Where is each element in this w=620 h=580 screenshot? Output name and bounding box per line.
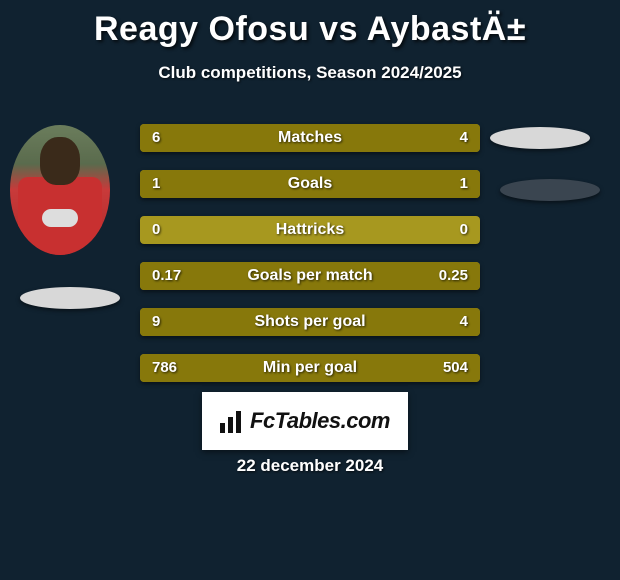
stat-label: Goals per match (140, 262, 480, 290)
stat-row: 94Shots per goal (140, 308, 480, 336)
player-photo-left (10, 125, 110, 255)
club-logo-right-2 (500, 179, 600, 201)
stat-row: 11Goals (140, 170, 480, 198)
stat-row: 64Matches (140, 124, 480, 152)
stat-label: Min per goal (140, 354, 480, 382)
fctables-logo: FcTables.com (220, 408, 390, 434)
club-logo-left (20, 287, 120, 309)
club-logo-right-1 (490, 127, 590, 149)
page-title: Reagy Ofosu vs AybastÄ± (0, 0, 620, 49)
player-head (40, 137, 80, 185)
bars-icon (220, 411, 246, 433)
stat-label: Matches (140, 124, 480, 152)
stat-label: Shots per goal (140, 308, 480, 336)
page-subtitle: Club competitions, Season 2024/2025 (0, 63, 620, 83)
date-label: 22 december 2024 (0, 456, 620, 476)
jersey-sponsor (42, 209, 78, 227)
stats-list: 64Matches 11Goals 00Hattricks 0.170.25Goals… (140, 124, 480, 400)
stat-row: 00Hattricks (140, 216, 480, 244)
fctables-badge: FcTables.com (202, 392, 408, 450)
stat-row: 0.170.25Goals per match (140, 262, 480, 290)
stat-label: Hattricks (140, 216, 480, 244)
stat-row: 786504Min per goal (140, 354, 480, 382)
fctables-text: FcTables.com (250, 408, 390, 433)
stat-label: Goals (140, 170, 480, 198)
